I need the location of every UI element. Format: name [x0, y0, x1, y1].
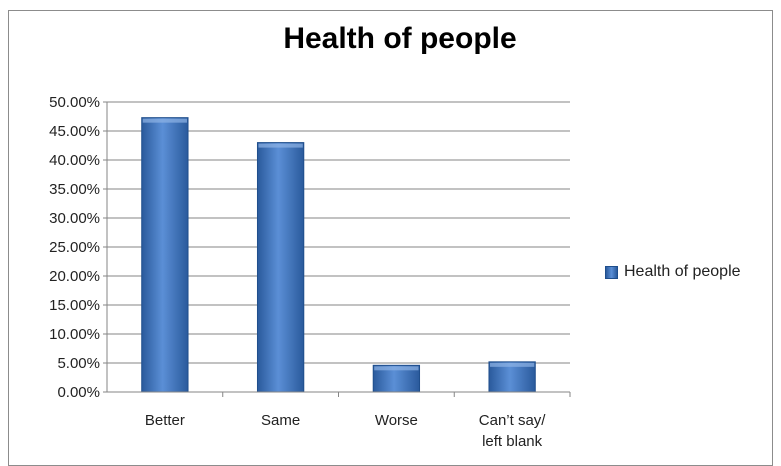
y-tick-label: 25.00%: [49, 239, 100, 256]
bar-highlight: [489, 362, 535, 367]
y-tick-label: 40.00%: [49, 152, 100, 169]
bar: [488, 361, 536, 393]
chart-title: Health of people: [283, 22, 517, 55]
bars: [141, 117, 536, 393]
y-tick-label: 45.00%: [49, 123, 100, 140]
y-tick-labels: 0.00% 5.00% 10.00% 15.00% 20.00% 25.00% 30.00%…: [49, 94, 107, 401]
y-tick-label: 15.00%: [49, 297, 100, 314]
legend-label: Health of people: [624, 263, 741, 280]
legend: Health of people: [605, 263, 741, 281]
y-tick-label: 30.00%: [49, 210, 100, 227]
bar-highlight: [258, 143, 303, 148]
x-tick-label: Can’t say/: [479, 412, 547, 429]
x-tick-labels: Better Same Worse Can’t say/left blank: [145, 392, 571, 450]
x-tick-label: Better: [145, 412, 185, 429]
y-tick-label: 50.00%: [49, 94, 100, 111]
y-tick-label: 0.00%: [57, 384, 100, 401]
y-tick-label: 35.00%: [49, 181, 100, 198]
x-tick-label: left blank: [482, 433, 543, 450]
x-tick-label: Worse: [375, 412, 418, 429]
bar-highlight: [142, 118, 188, 123]
y-tick-label: 5.00%: [57, 355, 100, 372]
y-tick-label: 20.00%: [49, 268, 100, 285]
y-tick-label: 10.00%: [49, 326, 100, 343]
bar: [141, 117, 189, 393]
legend-swatch-icon: [605, 265, 618, 279]
bar-highlight: [374, 366, 419, 371]
bar: [256, 142, 305, 393]
x-tick-label: Same: [261, 412, 300, 429]
